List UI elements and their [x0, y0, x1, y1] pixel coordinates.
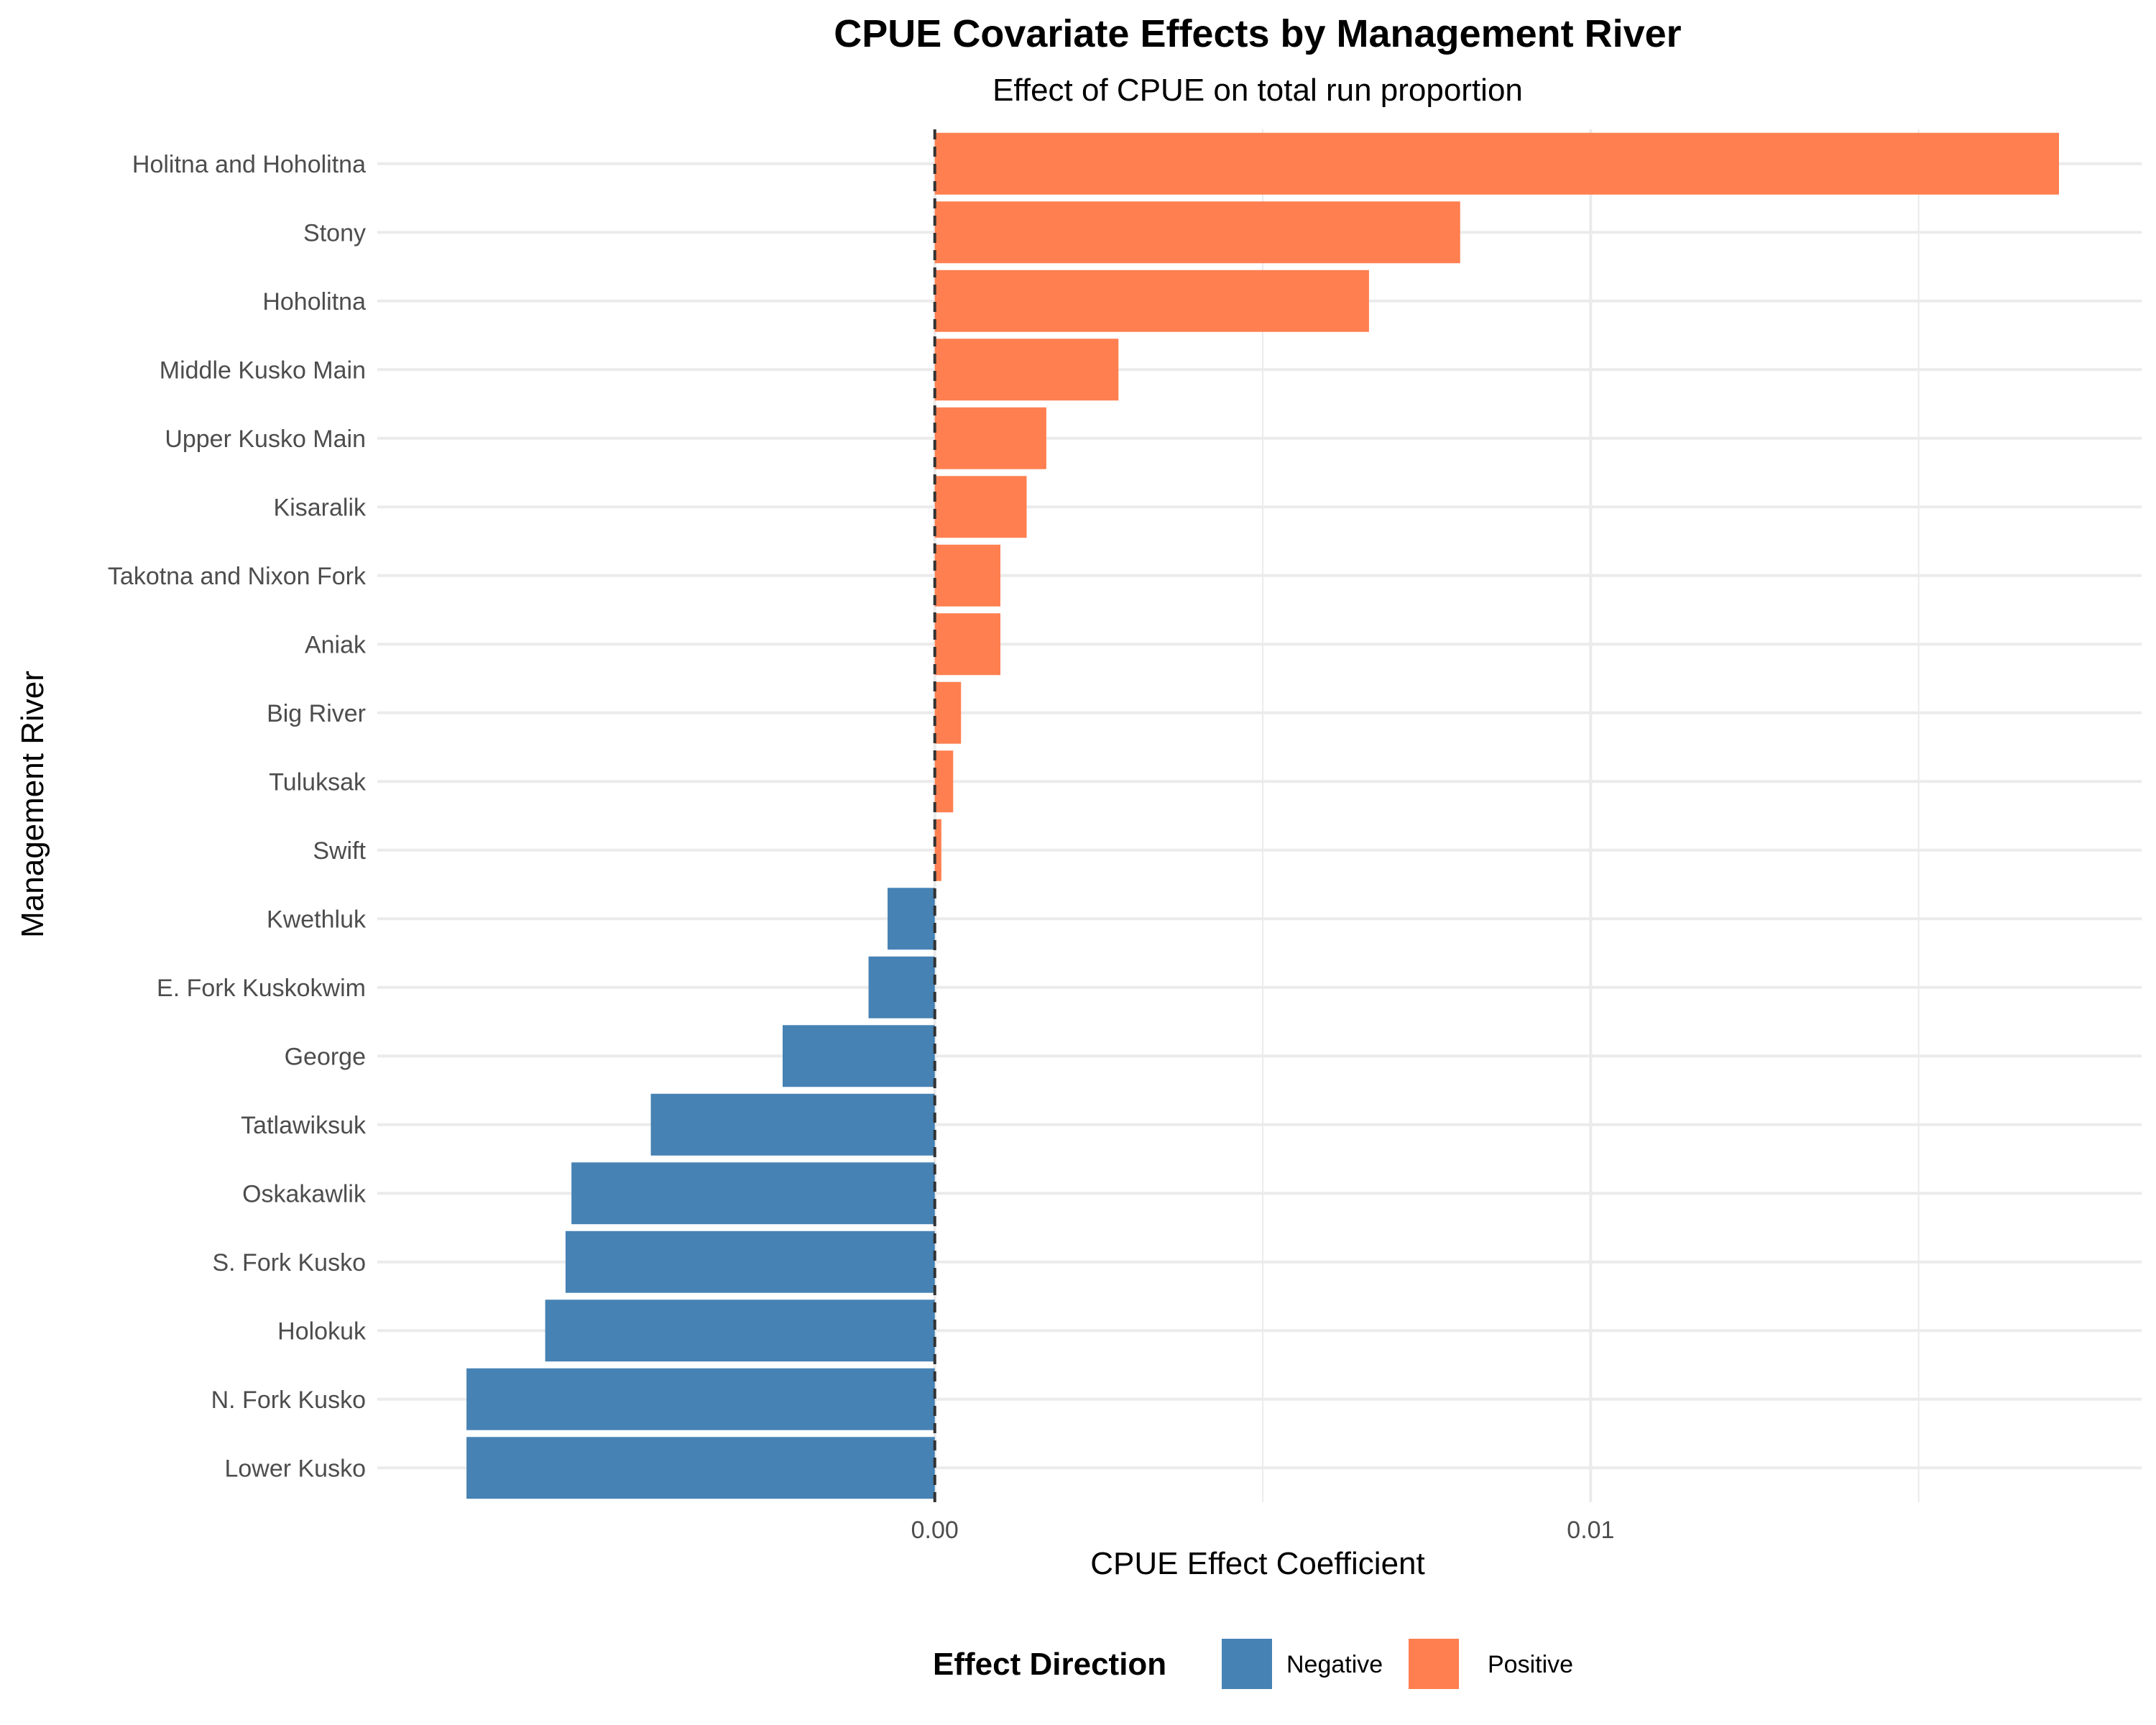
category-labels: Holitna and Hoholitna Stony Hoholitna Middl… — [108, 151, 367, 1483]
legend-title: Effect Direction — [933, 1647, 1166, 1682]
bar-lower-kusko — [466, 1437, 935, 1499]
legend-swatch-positive — [1409, 1639, 1459, 1689]
bar-tatlawiksuk — [650, 1093, 935, 1156]
bar-e-fork-kuskokwim — [868, 956, 935, 1018]
category-label: S. Fork Kusko — [212, 1249, 366, 1276]
bar-middle-kusko-main — [934, 339, 1119, 401]
bar-oskakawlik — [571, 1162, 935, 1225]
bar-kisaralik — [934, 476, 1027, 538]
legend: Effect Direction Negative Positive — [933, 1639, 1573, 1689]
category-label: Swift — [313, 837, 366, 865]
y-axis-title: Management River — [15, 671, 50, 938]
x-tick-labels: 0.00 0.01 — [911, 1517, 1615, 1544]
chart-title: CPUE Covariate Effects by Management Riv… — [834, 12, 1681, 55]
bar-aniak — [934, 613, 1001, 676]
bar-tuluksak — [934, 750, 954, 813]
category-label: Upper Kusko Main — [165, 426, 366, 453]
bar-holitna-and-hoholitna — [934, 132, 2060, 195]
category-label: Tatlawiksuk — [241, 1112, 367, 1139]
x-axis-title: CPUE Effect Coefficient — [1090, 1546, 1424, 1581]
category-label: George — [285, 1043, 366, 1070]
category-label: Oskakawlik — [242, 1180, 367, 1208]
x-tick-label: 0.01 — [1567, 1517, 1614, 1544]
bar-takotna-and-nixon-fork — [934, 544, 1001, 607]
category-label: N. Fork Kusko — [211, 1386, 366, 1414]
bar-holokuk — [545, 1300, 935, 1362]
category-label: Lower Kusko — [224, 1455, 366, 1482]
bar-big-river — [934, 681, 962, 744]
category-label: Stony — [303, 219, 366, 247]
category-label: Holokuk — [277, 1317, 367, 1345]
grid-lines — [377, 129, 2142, 1502]
category-label: Middle Kusko Main — [160, 356, 366, 384]
bar-stony — [934, 201, 1460, 264]
category-label: Takotna and Nixon Fork — [108, 563, 367, 590]
category-label: Kwethluk — [267, 906, 367, 933]
category-label: Hoholitna — [262, 288, 366, 316]
bar-kwethluk — [888, 888, 935, 950]
category-label: Holitna and Hoholitna — [132, 151, 366, 178]
category-label: E. Fork Kuskokwim — [157, 975, 366, 1002]
bar-s-fork-kusko — [565, 1230, 935, 1293]
legend-label-positive: Positive — [1488, 1651, 1573, 1678]
category-label: Aniak — [305, 631, 367, 658]
bar-n-fork-kusko — [466, 1368, 935, 1430]
category-label: Kisaralik — [274, 494, 367, 521]
bar-hoholitna — [934, 270, 1369, 332]
bar-upper-kusko-main — [934, 407, 1046, 469]
x-tick-label: 0.00 — [911, 1517, 959, 1544]
chart-subtitle: Effect of CPUE on total run proportion — [992, 73, 1523, 108]
bar-swift — [934, 819, 941, 881]
category-label: Big River — [267, 700, 366, 727]
bars — [466, 132, 2060, 1499]
bar-george — [783, 1025, 935, 1087]
category-label: Tuluksak — [269, 768, 367, 796]
legend-label-negative: Negative — [1286, 1651, 1383, 1678]
legend-swatch-negative — [1222, 1639, 1272, 1689]
